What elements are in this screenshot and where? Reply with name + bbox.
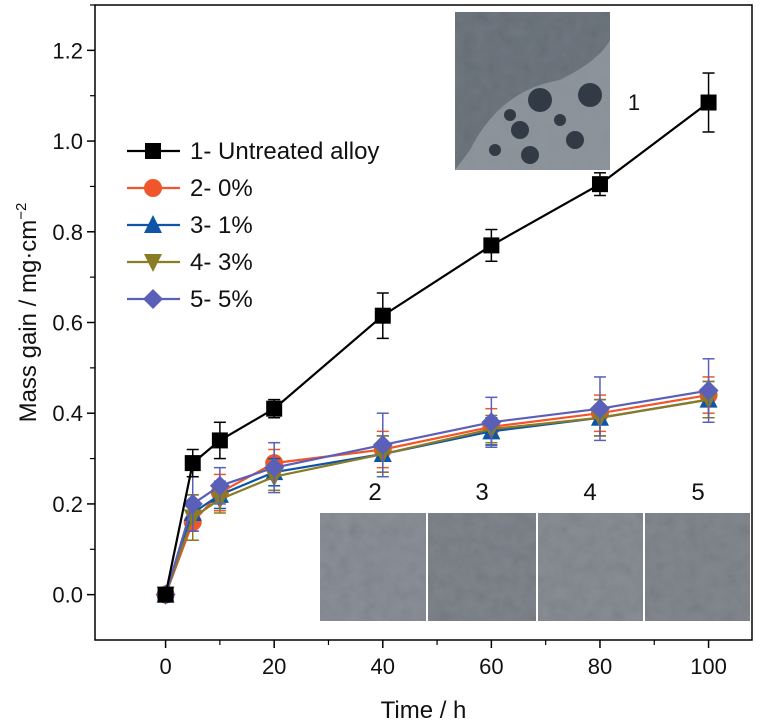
y-tick-label: 0.2 [52,492,83,517]
y-tick-label: 0.4 [52,401,83,426]
bottom-photo-3 [428,513,536,621]
y-tick-label: 0.0 [52,583,83,608]
data-point [211,432,228,449]
bottom-photo-label: 4 [583,479,596,506]
data-point [182,493,203,514]
data-point [184,455,201,472]
y-tick-label: 0.8 [52,220,83,245]
y-tick-label: 0.6 [52,311,83,336]
bottom-photo-4 [538,513,643,621]
data-point [589,398,610,419]
top-photo-spot [578,83,602,107]
top-photo-spot [528,88,552,112]
legend-marker [144,215,162,233]
legend-label: 3- 1% [190,212,253,239]
legend: 1- Untreated alloy 2- 0% 3- 1% 4- 3% 5- 5% [127,138,379,313]
bottom-photo-label: 5 [691,479,704,506]
legend-marker [144,254,162,272]
x-tick-label: 80 [588,654,612,679]
x-tick-label: 40 [371,654,395,679]
top-photo-spot [489,144,501,156]
top-photo-spot [521,146,539,164]
data-point [266,400,283,417]
data-point [698,380,719,401]
x-tick-label: 0 [159,654,171,679]
legend-label: 2- 0% [190,175,253,202]
top-photo-spot [554,114,566,126]
legend-label: 1- Untreated alloy [190,138,379,165]
data-point [481,412,502,433]
top-photo-spot [511,121,529,139]
bottom-photo-2 [320,513,426,621]
bottom-photo-label: 2 [368,479,381,506]
data-point [372,434,393,455]
top-photo-spot [566,131,584,149]
bottom-photo-5 [645,513,750,621]
data-point [264,457,285,478]
x-axis-label: Time / h [381,697,467,724]
bottom-photo-label: 3 [475,479,488,506]
data-point [157,586,174,603]
y-tick-label: 1.0 [52,129,83,154]
x-tick-label: 100 [690,654,727,679]
legend-marker [143,289,163,309]
top-photo-label: 1 [628,90,640,115]
data-point [483,237,500,254]
top-photo [455,12,610,170]
y-tick-label: 1.2 [52,38,83,63]
legend-marker [144,179,162,197]
y-axis-label: Mass gain / mg·cm−2 [13,203,42,423]
data-point [591,176,608,193]
data-point [209,475,230,496]
x-tick-label: 60 [479,654,503,679]
top-photo-spot [504,109,516,121]
data-point [374,307,391,324]
x-tick-label: 20 [262,654,286,679]
legend-label: 4- 3% [190,249,253,276]
legend-marker [145,143,161,159]
legend-label: 5- 5% [190,286,253,313]
series-1 [157,72,717,603]
data-point [700,94,717,111]
